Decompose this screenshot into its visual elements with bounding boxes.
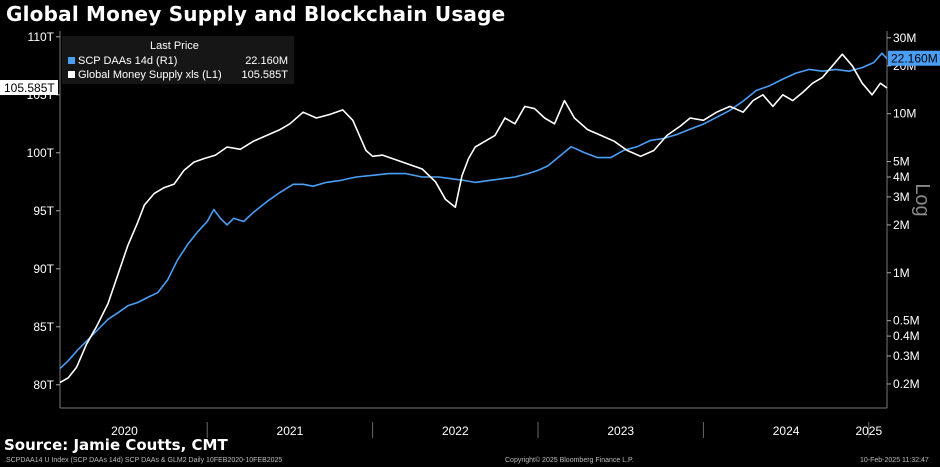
legend-swatch-scp [68,57,75,64]
legend-box [62,36,294,84]
year-label: 2021 [277,424,304,438]
right-tick-label: 10M [893,107,916,121]
year-label: 2023 [607,424,634,438]
right-tick-label: 30M [893,31,916,45]
legend-header: Last Price [150,40,199,52]
year-label: 2025 [855,424,882,438]
left-tick-label: 85T [33,320,54,334]
left-tick-label: 90T [33,262,54,276]
left-tick-label: 80T [33,378,54,392]
source-note: Source: Jamie Coutts, CMT [4,436,228,454]
legend-entry-scp: SCP DAAs 14d (R1) [78,55,177,67]
year-label: 2024 [773,424,800,438]
footer-timestamp: 10-Feb-2025 11:32:47 [860,457,929,464]
right-tick-label: 1M [893,266,910,280]
series-global-money-supply [59,53,888,384]
chart-title: Global Money Supply and Blockchain Usage [6,2,506,26]
legend-value-money: 105.585T [242,69,289,81]
left-last-value-box [0,80,58,96]
right-tick-label: 0.5M [893,314,920,328]
right-tick-label: 0.4M [893,329,920,343]
right-tick-label: 2M [893,218,910,232]
right-tick-label: 0.3M [893,349,920,363]
left-tick-label: 100T [27,146,55,160]
right-tick-label: 0.2M [893,377,920,391]
footer-index-info: .SCPDAA14 U Index (SCP DAAs 14d) SCP DAA… [4,457,283,464]
legend-entry-money: Global Money Supply xls (L1) [78,69,222,81]
right-last-value-label: 22.160M [891,52,938,66]
left-tick-label: 95T [33,204,54,218]
footer-copyright: Copyright© 2025 Bloomberg Finance L.P. [505,457,634,464]
series-scp-daas [59,52,888,370]
legend-swatch-money [68,71,75,78]
right-last-value-box [888,50,940,66]
year-label: 2020 [111,424,138,438]
series-layer [59,52,888,384]
left-tick-label: 110T [28,30,55,44]
plot-area [60,31,888,408]
x-axis: 2020 2021 2022 2023 2024 2025 [111,422,882,438]
legend-value-scp: 22.160M [245,55,288,67]
left-last-value-tag: 105.585T [0,80,58,96]
year-label: 2022 [442,424,469,438]
left-last-value-label: 105.585T [4,81,55,95]
right-tick-label: 5M [893,155,910,169]
right-axis-scale-label: Log [911,183,933,216]
right-last-value-tag: 22.160M [888,50,940,66]
legend: Last Price SCP DAAs 14d (R1) 22.160M Glo… [62,36,294,84]
right-tick-label: 4M [893,170,910,184]
right-tick-label: 3M [893,190,910,204]
